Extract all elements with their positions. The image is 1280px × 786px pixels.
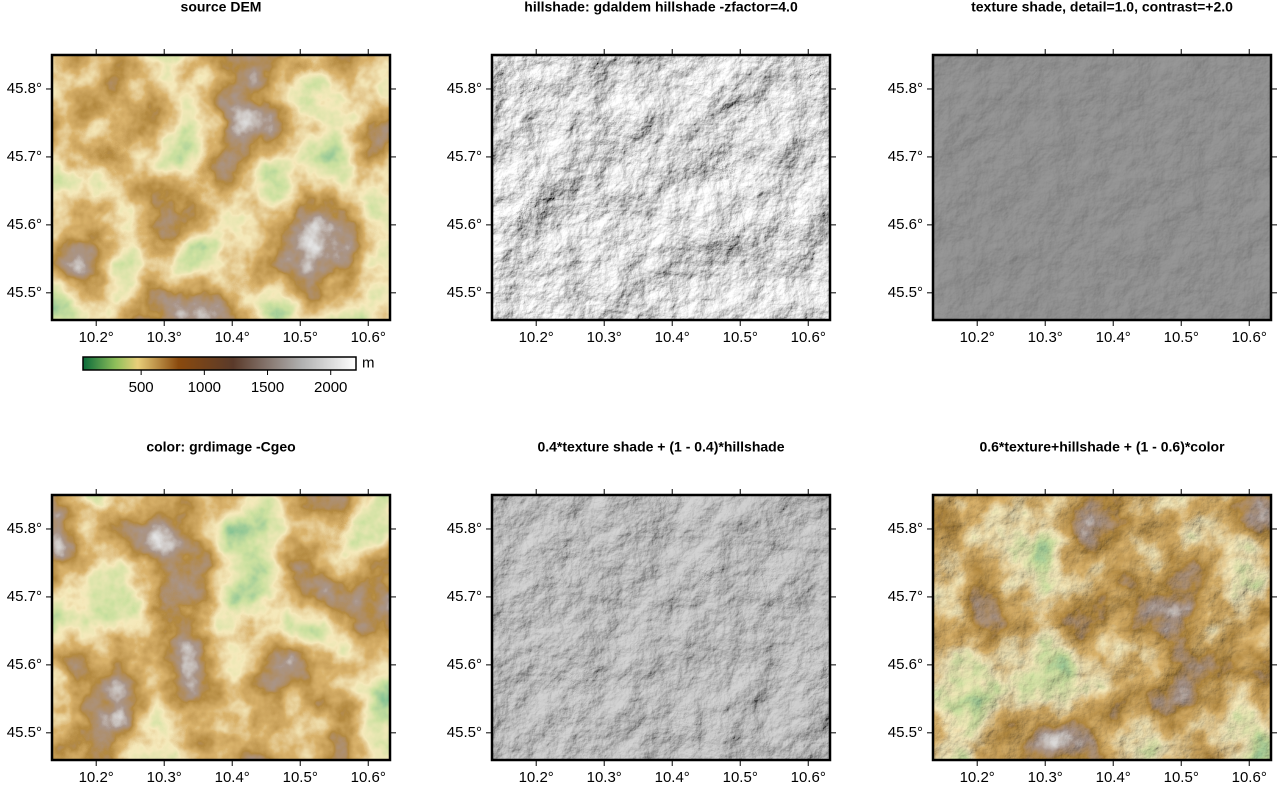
x-tick-label: 10.6° (351, 769, 386, 786)
x-tick-label: 10.6° (351, 329, 386, 346)
x-tick-label: 10.5° (1164, 329, 1199, 346)
y-tick-label: 45.5° (7, 724, 42, 741)
colorbar-tick-label: 2000 (314, 379, 347, 396)
colorbar-tick-label: 500 (129, 379, 154, 396)
y-tick-label: 45.6° (7, 216, 42, 233)
colorbar: 500 1000 1500 2000 m (82, 354, 375, 396)
x-tick-label: 10.4° (215, 329, 250, 346)
map-panel: color: grdimage -Cgeo 10.2° 10.3° 10.4° 10.5… (7, 439, 396, 786)
y-tick-label: 45.5° (447, 724, 482, 741)
y-tick-label: 45.6° (447, 216, 482, 233)
y-tick-label: 45.8° (447, 520, 482, 537)
terrain-image (52, 495, 390, 760)
x-tick-label: 10.5° (1164, 769, 1199, 786)
y-tick-label: 45.5° (888, 284, 923, 301)
x-tick-label: 10.4° (655, 329, 690, 346)
x-tick-label: 10.3° (147, 769, 182, 786)
x-tick-label: 10.5° (723, 769, 758, 786)
map-panel: source DEM 10.2° 10.3° 10.4° 10.5° 10.6° 45.5°… (7, 0, 396, 346)
x-tick-label: 10.5° (723, 329, 758, 346)
y-tick-label: 45.8° (888, 520, 923, 537)
y-tick-label: 45.6° (888, 656, 923, 673)
y-tick-label: 45.7° (888, 588, 923, 605)
x-tick-label: 10.6° (1232, 329, 1267, 346)
x-tick-label: 10.3° (587, 769, 622, 786)
y-tick-label: 45.8° (7, 80, 42, 97)
panel-title: texture shade, detail=1.0, contrast=+2.0 (971, 0, 1233, 15)
terrain-image (933, 55, 1271, 320)
x-tick-label: 10.3° (587, 329, 622, 346)
panel-title: 0.6*texture+hillshade + (1 - 0.6)*color (979, 439, 1225, 455)
map-frame (490, 53, 832, 322)
y-tick-label: 45.8° (7, 520, 42, 537)
map-panel: texture shade, detail=1.0, contrast=+2.0… (888, 0, 1277, 346)
y-tick-label: 45.5° (447, 284, 482, 301)
y-tick-label: 45.7° (447, 148, 482, 165)
y-tick-label: 45.5° (7, 284, 42, 301)
panel-title: source DEM (181, 0, 262, 15)
colorbar-tick-label: 1500 (251, 379, 284, 396)
map-frame (50, 493, 392, 762)
x-tick-label: 10.5° (283, 329, 318, 346)
map-frame (50, 53, 392, 322)
map-panel: hillshade: gdaldem hillshade -zfactor=4.… (447, 0, 836, 346)
y-tick-label: 45.8° (447, 80, 482, 97)
map-panel: 0.4*texture shade + (1 - 0.4)*hillshade 1… (447, 439, 836, 786)
x-tick-label: 10.3° (147, 329, 182, 346)
y-tick-label: 45.6° (447, 656, 482, 673)
y-tick-label: 45.5° (888, 724, 923, 741)
colorbar-ramp (82, 356, 357, 371)
terrain-image (492, 55, 830, 320)
y-tick-label: 45.7° (447, 588, 482, 605)
map-frame (931, 493, 1273, 762)
x-tick-label: 10.2° (960, 329, 995, 346)
terrain-image (492, 495, 830, 760)
x-tick-label: 10.4° (1096, 329, 1131, 346)
map-panel: 0.6*texture+hillshade + (1 - 0.6)*color 1… (888, 439, 1277, 786)
panel-title: hillshade: gdaldem hillshade -zfactor=4.… (524, 0, 798, 15)
x-tick-label: 10.2° (519, 769, 554, 786)
x-tick-label: 10.4° (215, 769, 250, 786)
y-tick-label: 45.7° (888, 148, 923, 165)
x-tick-label: 10.6° (791, 769, 826, 786)
x-tick-label: 10.3° (1028, 329, 1063, 346)
map-frame (490, 493, 832, 762)
y-tick-label: 45.6° (888, 216, 923, 233)
x-tick-label: 10.5° (283, 769, 318, 786)
panel-title: 0.4*texture shade + (1 - 0.4)*hillshade (537, 439, 784, 455)
x-tick-label: 10.2° (79, 329, 114, 346)
colorbar-unit: m (362, 354, 375, 371)
map-frame (931, 53, 1273, 322)
x-tick-label: 10.4° (655, 769, 690, 786)
y-tick-label: 45.7° (7, 148, 42, 165)
x-tick-label: 10.6° (791, 329, 826, 346)
x-tick-label: 10.3° (1028, 769, 1063, 786)
x-tick-label: 10.2° (79, 769, 114, 786)
terrain-image (933, 495, 1271, 760)
x-tick-label: 10.6° (1232, 769, 1267, 786)
x-tick-label: 10.2° (519, 329, 554, 346)
x-tick-label: 10.2° (960, 769, 995, 786)
y-tick-label: 45.8° (888, 80, 923, 97)
panel-title: color: grdimage -Cgeo (146, 439, 295, 455)
y-tick-label: 45.6° (7, 656, 42, 673)
colorbar-tick-label: 1000 (188, 379, 221, 396)
terrain-image (52, 55, 390, 320)
y-tick-label: 45.7° (7, 588, 42, 605)
x-tick-label: 10.4° (1096, 769, 1131, 786)
